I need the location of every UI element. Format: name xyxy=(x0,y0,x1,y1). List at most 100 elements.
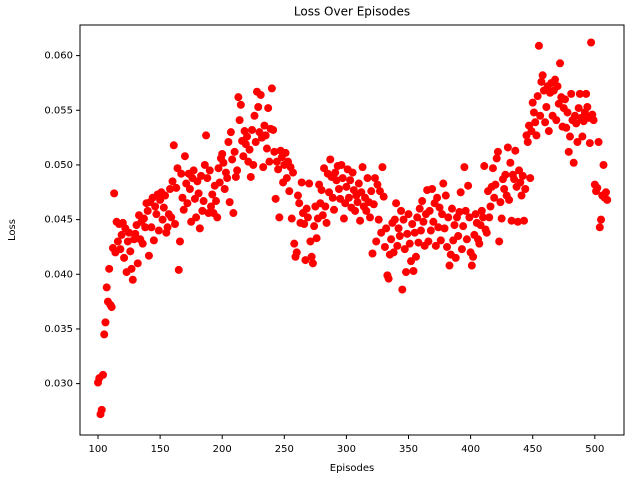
point xyxy=(334,185,343,193)
point xyxy=(259,163,268,172)
point xyxy=(346,176,355,185)
plot-frame xyxy=(79,24,625,436)
point xyxy=(102,283,111,292)
point xyxy=(471,210,480,219)
point xyxy=(434,223,443,232)
point xyxy=(261,131,270,140)
point xyxy=(180,152,189,161)
point xyxy=(585,139,594,148)
point xyxy=(290,239,299,248)
point xyxy=(202,131,211,140)
point xyxy=(415,204,424,213)
point xyxy=(408,219,417,228)
point xyxy=(212,197,220,206)
point xyxy=(526,174,535,183)
point xyxy=(317,186,326,195)
point xyxy=(447,204,456,213)
point xyxy=(380,242,389,251)
point xyxy=(292,248,301,257)
y-tick-label: 0.035 xyxy=(44,324,73,335)
point xyxy=(366,213,375,222)
point xyxy=(339,214,348,223)
point xyxy=(353,198,362,207)
point xyxy=(158,215,167,224)
point xyxy=(236,100,245,109)
point xyxy=(198,206,207,215)
point xyxy=(450,221,459,230)
point xyxy=(414,238,423,247)
point xyxy=(230,147,239,156)
point xyxy=(465,213,474,222)
point xyxy=(249,160,258,169)
point xyxy=(438,210,447,219)
point xyxy=(97,405,106,414)
point xyxy=(144,251,153,260)
point xyxy=(534,41,543,50)
point xyxy=(601,188,610,197)
point xyxy=(310,222,319,231)
point xyxy=(362,206,371,215)
point xyxy=(496,198,505,207)
point xyxy=(583,103,592,111)
point xyxy=(537,77,546,86)
point xyxy=(564,147,573,156)
x-axis-label: Episodes xyxy=(330,463,374,474)
x-tick-label: 200 xyxy=(213,444,232,455)
point xyxy=(169,141,178,150)
point xyxy=(139,214,148,223)
point xyxy=(98,370,107,379)
point xyxy=(426,226,435,235)
point xyxy=(536,111,545,120)
point xyxy=(331,168,340,177)
point xyxy=(138,239,147,248)
point xyxy=(400,245,409,254)
y-tick-label: 0.045 xyxy=(44,215,73,226)
point xyxy=(235,116,244,125)
point xyxy=(532,131,541,140)
point xyxy=(567,89,576,98)
point xyxy=(587,38,596,47)
point xyxy=(501,170,510,179)
point xyxy=(265,157,274,166)
point xyxy=(233,166,242,175)
point xyxy=(372,237,381,246)
point xyxy=(440,224,449,233)
y-tick-label: 0.060 xyxy=(44,51,73,62)
point xyxy=(561,95,570,104)
point xyxy=(308,259,317,268)
point xyxy=(424,237,433,246)
point xyxy=(563,108,572,117)
point xyxy=(429,217,438,226)
point xyxy=(342,182,351,191)
point xyxy=(285,187,294,196)
point xyxy=(200,160,209,169)
point xyxy=(301,256,310,265)
point xyxy=(403,229,412,238)
point xyxy=(159,203,168,212)
point xyxy=(454,232,463,241)
point xyxy=(208,190,217,199)
point xyxy=(167,213,176,222)
point xyxy=(228,155,237,164)
point xyxy=(541,118,550,127)
point xyxy=(175,237,184,246)
point xyxy=(127,264,136,273)
point xyxy=(239,152,248,161)
point xyxy=(220,185,229,193)
point xyxy=(370,174,379,183)
point xyxy=(151,202,160,211)
x-tick-label: 300 xyxy=(337,444,356,455)
point xyxy=(428,185,437,193)
point xyxy=(570,111,579,120)
point xyxy=(271,194,280,203)
point xyxy=(149,236,158,245)
point xyxy=(328,193,337,202)
point xyxy=(120,253,129,262)
point xyxy=(321,202,330,211)
point xyxy=(262,144,271,153)
point xyxy=(582,89,591,98)
point xyxy=(332,176,341,185)
point xyxy=(197,171,206,180)
point xyxy=(305,179,314,188)
